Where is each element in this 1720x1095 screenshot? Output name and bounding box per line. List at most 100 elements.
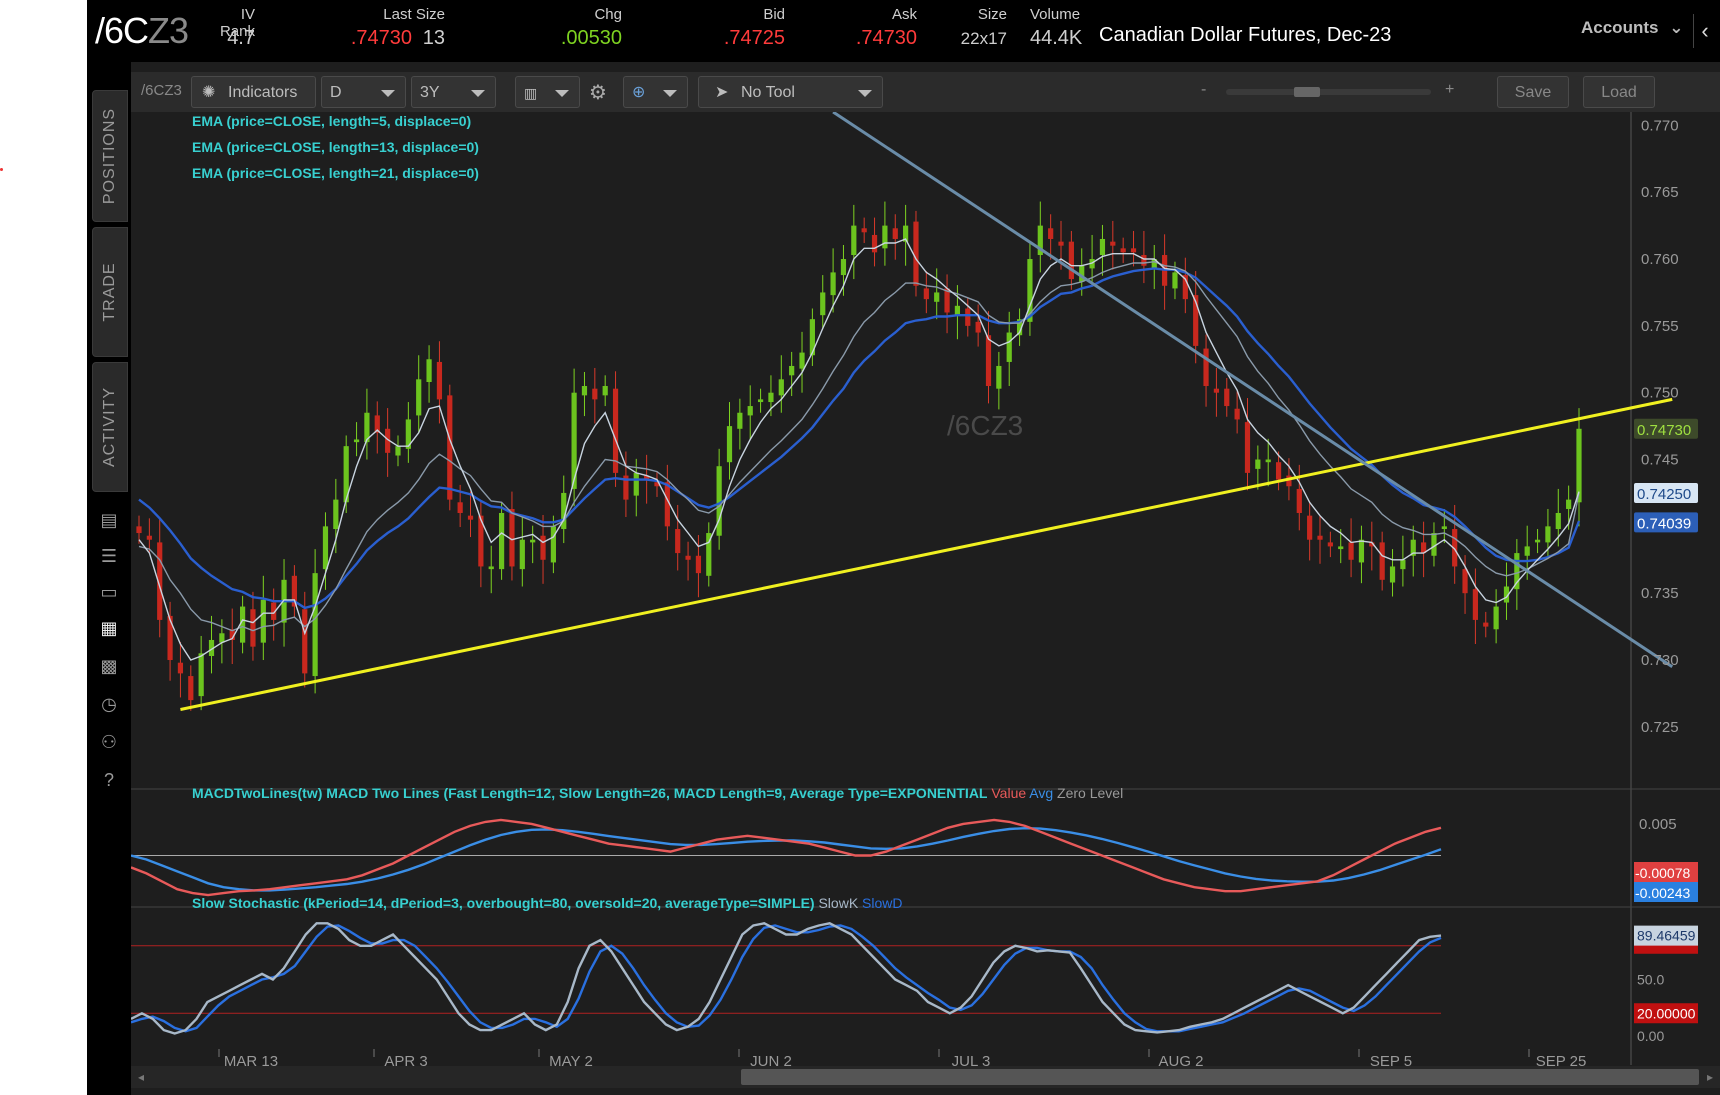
ask-label: Ask [891, 6, 917, 23]
save-button[interactable]: Save [1497, 76, 1569, 108]
macd-zero-label: Zero Level [1057, 785, 1124, 801]
chart-symbol-field[interactable]: /6CZ3 [141, 82, 182, 99]
candle-body [416, 379, 422, 416]
candle-body [716, 466, 722, 536]
ema13-line [138, 260, 1580, 632]
chart-scrollbar[interactable]: ◂ ▸ [131, 1066, 1720, 1088]
candle-body [612, 388, 619, 473]
ema13-price-tag: 0.74250 [1637, 486, 1691, 503]
candle-body [250, 609, 256, 647]
range-select[interactable]: 3Y [411, 76, 496, 108]
candle-body [1203, 348, 1209, 387]
ema21-legend[interactable]: EMA (price=CLOSE, length=21, displace=0) [192, 165, 479, 181]
trend-lines[interactable] [180, 112, 1674, 711]
candle-body [395, 446, 401, 456]
candle-body [1369, 542, 1375, 547]
aggregation-value: D [330, 84, 342, 101]
chart-style-select[interactable]: ▥ [515, 76, 580, 108]
left-sidebar: POSITIONS TRADE ACTIVITY ▤ ☰ ▭ ▦ ▩ ◷ ⚇ ? [87, 62, 131, 1095]
ema5-line [138, 238, 1580, 661]
candle-body [436, 361, 443, 400]
aggregation-select[interactable]: D [321, 76, 406, 108]
candle-body [1503, 586, 1510, 603]
macd-legend[interactable]: MACDTwoLines(tw) MACD Two Lines (Fast Le… [192, 785, 1123, 801]
candle-body [157, 542, 163, 620]
candle-body [706, 533, 712, 576]
candle-body [1338, 546, 1344, 550]
help-icon[interactable]: ? [103, 770, 114, 790]
accounts-menu[interactable]: Accounts ⌄ [1581, 18, 1683, 38]
crosshair-icon: ⊕ [632, 84, 646, 101]
settings-icon[interactable]: ⚙ [589, 82, 607, 104]
chevron-down-icon [555, 90, 569, 97]
collapse-panel-icon[interactable]: ‹ [1693, 14, 1716, 48]
stochastic-legend[interactable]: Slow Stochastic (kPeriod=14, dPeriod=3, … [192, 895, 903, 911]
ask-value[interactable]: .74730 [855, 27, 917, 49]
bid-value[interactable]: .74725 [723, 27, 785, 49]
candle-body [1182, 275, 1188, 300]
price-tick-label: 0.730 [1641, 652, 1679, 669]
price-chart[interactable]: 0.7700.7650.7600.7550.7500.7450.7400.735… [131, 112, 1720, 1095]
charts-icon[interactable]: ▦ [100, 618, 118, 638]
zoom-out-button[interactable]: - [1201, 81, 1207, 98]
macd-value-line [131, 818, 1442, 897]
tab-activity[interactable]: ACTIVITY [92, 362, 128, 492]
people-icon[interactable]: ⚇ [100, 732, 118, 752]
candle-body [498, 512, 505, 570]
candle-body [1327, 542, 1333, 547]
stoch-title: Slow Stochastic (kPeriod=14, dPeriod=3, … [192, 895, 815, 911]
cursor-icon: ➤ [715, 84, 729, 101]
candle-body [1110, 241, 1116, 246]
zoom-slider-handle[interactable] [1294, 87, 1320, 97]
tab-trade[interactable]: TRADE [92, 227, 128, 357]
candle-body [623, 475, 629, 500]
scroll-right-icon[interactable]: ▸ [1706, 1070, 1714, 1084]
symbol-contract: Z3 [148, 10, 189, 51]
symbol-title[interactable]: /6CZ3 [95, 10, 189, 52]
size-label: Size [977, 6, 1007, 23]
slowk-line [131, 922, 1442, 1035]
gear-icon: ✺ [202, 84, 216, 101]
candle-body [675, 529, 681, 554]
bid-label: Bid [763, 6, 785, 23]
drawing-tool-select[interactable]: ➤ No Tool [698, 76, 883, 108]
ema13-legend[interactable]: EMA (price=CLOSE, length=13, displace=0) [192, 139, 479, 155]
zoom-in-button[interactable]: + [1445, 81, 1455, 98]
candle-body [426, 359, 432, 382]
chevron-down-icon: ⌄ [1669, 18, 1684, 37]
load-button[interactable]: Load [1583, 76, 1655, 108]
candle-body [1255, 459, 1261, 469]
candle-body [1358, 539, 1365, 563]
drawing-select[interactable]: ⊕ [623, 76, 688, 108]
time-tick-label: SEP 25 [1536, 1053, 1587, 1070]
candle-body [602, 386, 608, 396]
candle-body [478, 515, 484, 567]
indicators-button[interactable]: ✺ Indicators [191, 76, 316, 108]
zoom-slider[interactable] [1226, 87, 1431, 97]
volume-label: Volume [1030, 6, 1081, 23]
tab-trade-label: TRADE [101, 262, 118, 322]
clock-icon[interactable]: ◷ [101, 694, 117, 714]
tool-label: No Tool [741, 84, 795, 101]
price-axis: 0.7700.7650.7600.7550.7500.7450.7400.735… [1634, 117, 1698, 736]
candle-body [229, 629, 235, 640]
scrollbar-thumb[interactable] [741, 1069, 1699, 1085]
tab-positions[interactable]: POSITIONS [92, 90, 128, 222]
list-icon[interactable]: ☰ [100, 546, 118, 566]
last-price-tag: 0.74730 [1637, 422, 1691, 439]
grid-icon[interactable]: ▩ [100, 656, 118, 676]
candle-body [385, 428, 391, 453]
candle-body [1400, 559, 1406, 570]
candle-body [1524, 546, 1530, 556]
tv-icon[interactable]: ▭ [100, 582, 118, 602]
monitor-icon[interactable]: ▤ [100, 510, 118, 530]
quote-header: /6CZ3 IV Rank 4.7 Last Size .74730 13 Ch… [87, 0, 1720, 62]
scroll-left-icon[interactable]: ◂ [137, 1070, 145, 1084]
price-panel-bg [131, 112, 1631, 787]
stoch-k-tag-bg [1634, 925, 1698, 946]
candle-body [167, 615, 173, 661]
candle-body [561, 492, 567, 530]
candle-body [1462, 569, 1468, 594]
ema5-legend[interactable]: EMA (price=CLOSE, length=5, displace=0) [192, 113, 472, 129]
candle-body [1275, 462, 1282, 480]
